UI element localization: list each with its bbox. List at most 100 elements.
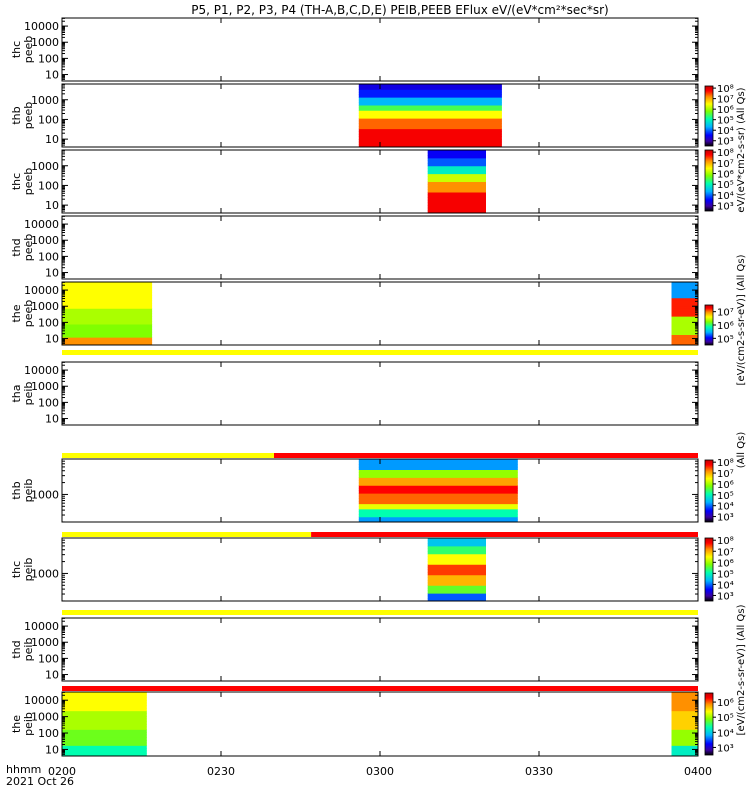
spectrogram-cell [358,495,518,499]
spectrogram-cell [358,506,518,510]
y-tick-label: 100 [38,316,59,329]
spectrogram-cell [62,729,147,733]
spectrogram-cell [671,734,698,738]
panel-background [62,282,698,345]
spectrogram-cell [427,157,486,161]
y-tick-label: 10 [45,133,59,146]
panel-label-probe: thc [10,561,23,578]
spectrogram-cell [62,316,153,320]
y-tick-label: 100 [38,396,59,409]
colorbar-tick-label: 10⁵ [717,180,734,191]
colorbar-title-1: eV/(eV*cm2-s-sr) (All Qs) [736,87,747,212]
colorbar-tick-label: 10⁶ [717,321,734,332]
spectrogram-cell [427,559,486,563]
y-tick-label: 10 [45,333,59,346]
spectrogram-cell [62,329,153,333]
y-tick-label: 100 [38,52,59,65]
spectrogram-cell [62,737,147,741]
spectrogram-cell [62,697,147,701]
spectrogram-cell [358,516,518,520]
panel-label-instrument: peeb [22,300,35,328]
spectrogram-cell [358,136,502,140]
spectrogram-cell [671,708,698,712]
colorbar-tick-label: 10⁴ [717,502,734,513]
panel-background [62,216,698,279]
panel-label-instrument: peeb [22,234,35,262]
spectrogram-cell [671,300,698,304]
spectrogram-cell [358,474,518,478]
spectrogram-cell [358,123,502,127]
y-tick-label: 10000 [24,694,59,707]
spectrogram-cell [427,545,486,549]
panel-label-probe: the [10,715,23,733]
spectrogram-cell [427,168,486,172]
spectrogram-cell [671,316,698,320]
y-tick-label: 1000 [31,711,59,724]
spectrogram-cell [671,726,698,730]
spectrogram-cell [427,538,486,542]
spectrogram-cell [62,318,153,322]
spectrogram-cell [427,207,486,211]
spectrogram-cell [358,84,502,88]
spectrogram-cell [671,692,698,696]
spectrogram-cell [358,94,502,98]
quality-flag-bar [62,610,698,615]
spectrogram-cell [62,740,147,744]
spectrogram-cell [671,705,698,709]
panel-label-instrument: peib [22,382,35,406]
panel-label-probe: thd [10,238,23,256]
spectrogram-cell [671,295,698,299]
spectrogram-cell [62,718,147,722]
panel-label-probe: thc [10,41,23,58]
spectrogram-cell [427,561,486,565]
y-tick-label: 1000 [31,488,59,501]
chart-title: P5, P1, P2, P3, P4 (TH-A,B,C,D,E) PEIB,P… [191,3,608,17]
spectrogram-cell [62,292,153,296]
spectrogram-cell [62,732,147,736]
y-tick-label: 10000 [24,20,59,33]
spectrogram-cell [671,339,698,343]
y-tick-label: 10000 [24,284,59,297]
y-tick-label: 10 [45,669,59,682]
y-tick-label: 100 [38,250,59,263]
x-tick-label: 0330 [525,765,553,778]
colorbars-group: 10⁸10⁷10⁶10⁵10⁴10³10⁸10⁷10⁶10⁵10⁴10³10⁷1… [704,84,734,756]
spectrogram-cell [427,189,486,193]
colorbar-tick-label: 10⁸ [717,536,734,547]
spectrogram-cell [427,186,486,190]
spectrogram-cell [671,721,698,725]
spectrogram-cell [62,282,153,286]
spectrogram-cell [358,102,502,106]
panel-label-instrument: peeb [22,102,35,130]
spectrogram-cell [427,595,486,599]
spectrogram-cell [427,582,486,586]
spectrogram-cell [358,511,518,515]
spectrogram-cell [427,181,486,185]
spectrogram-cell [671,713,698,717]
y-tick-label: 1000 [31,94,59,107]
spectrogram-cell [671,729,698,733]
spectrogram-cell [358,498,518,502]
spectrogram-cell [427,150,486,154]
spectrogram-cell [62,308,153,312]
spectrogram-cell [62,324,153,328]
x-axis-label-line1: hhmm [6,763,41,776]
colorbar-tick-label: 10⁶ [717,105,734,116]
spectrogram-cell [427,176,486,180]
spectrogram-cell [358,469,518,473]
colorbar-tick-label: 10⁷ [717,159,734,170]
spectrogram-cell [671,305,698,309]
spectrogram-cell [671,342,698,346]
spectrogram-cell [671,694,698,698]
spectrogram-cell [427,171,486,175]
panel-label-instrument: peib [22,638,35,662]
spectrogram-cell [358,110,502,114]
spectrogram-cell [62,289,153,293]
y-tick-label: 10000 [24,364,59,377]
spectrogram-cell [427,580,486,584]
spectrogram-cell [427,192,486,196]
colorbar-tick-label: 10³ [717,202,734,213]
spectrogram-cell [671,742,698,746]
spectrogram-cell [358,120,502,124]
